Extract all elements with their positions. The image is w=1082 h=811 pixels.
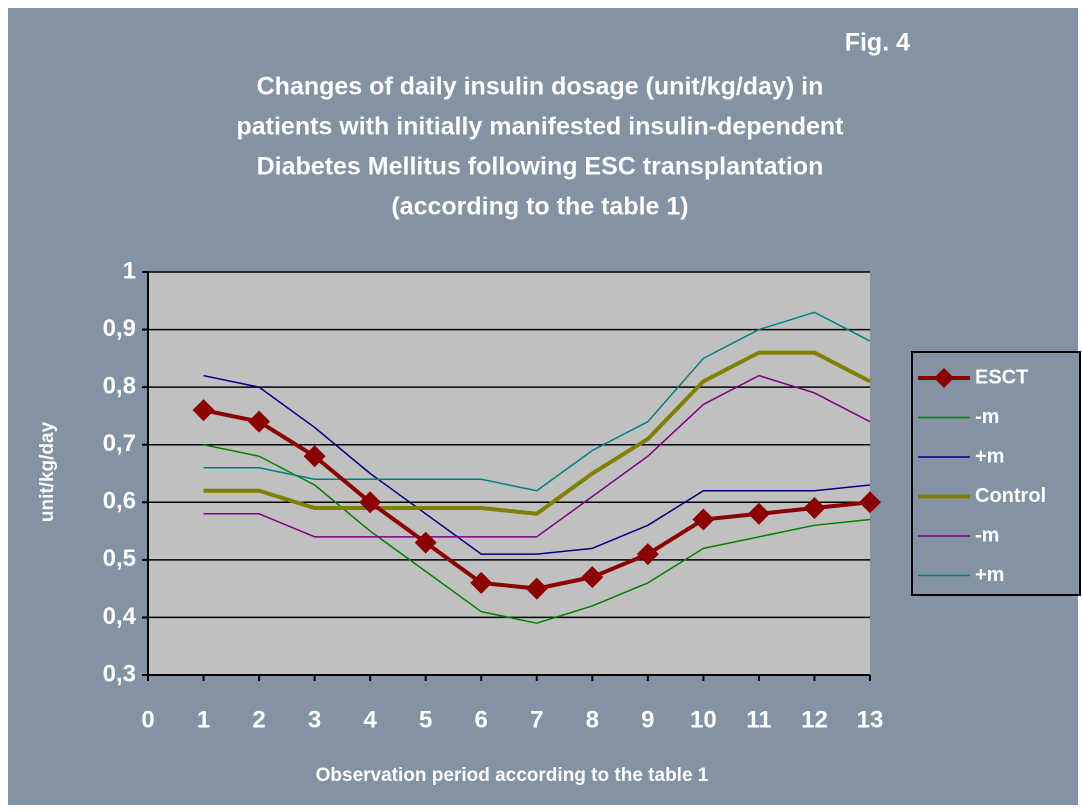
marker — [636, 543, 659, 566]
marker — [192, 399, 215, 422]
x-tick-label: 13 — [857, 706, 884, 733]
marker — [248, 410, 271, 433]
x-tick-label: 3 — [308, 706, 321, 733]
x-tick-label: 1 — [197, 706, 210, 733]
plot-area — [148, 272, 870, 675]
x-axis-label: Observation period according to the tabl… — [316, 765, 709, 786]
y-tick-label: 0,7 — [103, 430, 136, 457]
marker — [359, 491, 382, 514]
y-tick-label: 0,6 — [103, 488, 136, 515]
legend-label: ESCT — [975, 366, 1028, 388]
series-line — [203, 350, 871, 516]
chart-title: Diabetes Mellitus following ESC transpla… — [257, 153, 824, 181]
legend-label: +m — [975, 445, 1004, 467]
x-tick-label: 2 — [252, 706, 265, 733]
marker — [692, 508, 715, 531]
x-tick-label: 8 — [586, 706, 599, 733]
chart-title: patients with initially manifested insul… — [236, 113, 844, 141]
legend-marker — [934, 368, 954, 388]
legend-label: -m — [975, 524, 999, 546]
legend-label: +m — [975, 564, 1004, 586]
y-tick-label: 1 — [123, 257, 136, 284]
series-line — [203, 311, 871, 492]
marker — [581, 566, 604, 589]
y-axis-label: unit/kg/day — [37, 421, 58, 522]
series-line — [203, 374, 871, 538]
y-tick-label: 0,9 — [103, 315, 136, 342]
x-tick-label: 0 — [141, 706, 154, 733]
y-tick-label: 0,8 — [103, 372, 136, 399]
marker — [859, 491, 881, 514]
marker — [414, 531, 437, 554]
chart-title: (according to the table 1) — [391, 193, 688, 221]
marker — [470, 571, 493, 594]
y-tick-label: 0,3 — [103, 660, 136, 687]
figure-label: Fig. 4 — [845, 29, 910, 57]
x-tick-label: 7 — [530, 706, 543, 733]
x-tick-label: 12 — [801, 706, 828, 733]
marker — [525, 577, 548, 600]
series-line — [203, 374, 871, 555]
y-tick-label: 0,5 — [103, 545, 136, 572]
x-tick-label: 4 — [363, 706, 377, 733]
x-tick-label: 10 — [690, 706, 717, 733]
marker — [803, 497, 826, 520]
legend-label: Control — [975, 485, 1046, 507]
x-tick-label: 6 — [475, 706, 488, 733]
chart-title: Changes of daily insulin dosage (unit/kg… — [257, 73, 824, 101]
legend-box — [911, 351, 1081, 596]
x-tick-label: 9 — [641, 706, 654, 733]
legend-label: -m — [975, 406, 999, 428]
x-tick-label: 5 — [419, 706, 432, 733]
series-line — [203, 443, 871, 624]
y-tick-label: 0,4 — [103, 603, 137, 630]
marker — [747, 502, 770, 525]
marker — [303, 445, 326, 468]
x-tick-label: 11 — [746, 706, 771, 733]
